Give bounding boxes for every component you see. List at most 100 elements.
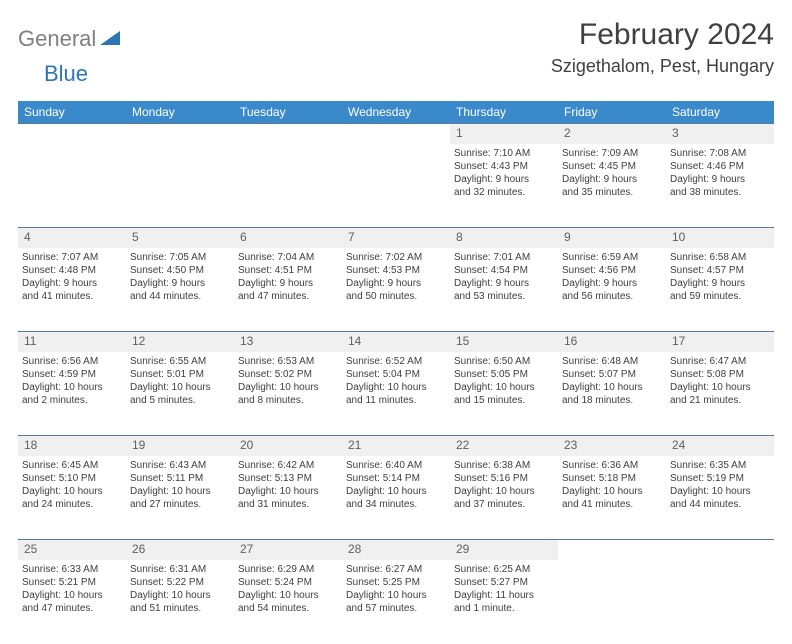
day-content-row: Sunrise: 7:07 AMSunset: 4:48 PMDaylight:… [18, 248, 774, 332]
day-daylight2: and 41 minutes. [22, 290, 122, 303]
day-sunrise: Sunrise: 6:45 AM [22, 459, 122, 472]
day-sunset: Sunset: 5:01 PM [130, 368, 230, 381]
day-cell: Sunrise: 7:04 AMSunset: 4:51 PMDaylight:… [234, 248, 342, 332]
day-sunset: Sunset: 5:25 PM [346, 576, 446, 589]
day-sunset: Sunset: 5:13 PM [238, 472, 338, 485]
day-sunrise: Sunrise: 6:59 AM [562, 251, 662, 264]
logo-text-blue: Blue [44, 61, 88, 87]
day-daylight2: and 5 minutes. [130, 394, 230, 407]
day-daylight2: and 24 minutes. [22, 498, 122, 511]
day-daylight1: Daylight: 11 hours [454, 589, 554, 602]
day-sunrise: Sunrise: 7:05 AM [130, 251, 230, 264]
day-sunrise: Sunrise: 6:56 AM [22, 355, 122, 368]
day-sunrise: Sunrise: 6:50 AM [454, 355, 554, 368]
day-sunrise: Sunrise: 7:08 AM [670, 147, 770, 160]
day-sunset: Sunset: 5:10 PM [22, 472, 122, 485]
day-sunrise: Sunrise: 6:58 AM [670, 251, 770, 264]
day-daylight1: Daylight: 10 hours [238, 381, 338, 394]
location: Szigethalom, Pest, Hungary [551, 56, 774, 77]
month-title: February 2024 [551, 18, 774, 52]
day-sunset: Sunset: 4:46 PM [670, 160, 770, 173]
day-daylight1: Daylight: 10 hours [562, 381, 662, 394]
day-sunrise: Sunrise: 6:53 AM [238, 355, 338, 368]
day-cell: Sunrise: 6:47 AMSunset: 5:08 PMDaylight:… [666, 352, 774, 436]
day-cell: Sunrise: 6:33 AMSunset: 5:21 PMDaylight:… [18, 560, 126, 644]
day-sunset: Sunset: 5:19 PM [670, 472, 770, 485]
day-daylight1: Daylight: 10 hours [22, 589, 122, 602]
day-daylight2: and 11 minutes. [346, 394, 446, 407]
day-number [666, 540, 774, 560]
daynum-row: 123 [18, 124, 774, 144]
day-sunrise: Sunrise: 6:27 AM [346, 563, 446, 576]
day-daylight1: Daylight: 10 hours [454, 381, 554, 394]
day-number: 7 [342, 228, 450, 248]
day-number [558, 540, 666, 560]
day-sunset: Sunset: 5:22 PM [130, 576, 230, 589]
day-cell: Sunrise: 7:09 AMSunset: 4:45 PMDaylight:… [558, 144, 666, 228]
day-cell: Sunrise: 6:50 AMSunset: 5:05 PMDaylight:… [450, 352, 558, 436]
day-number: 8 [450, 228, 558, 248]
day-content-row: Sunrise: 6:33 AMSunset: 5:21 PMDaylight:… [18, 560, 774, 644]
day-cell: Sunrise: 6:43 AMSunset: 5:11 PMDaylight:… [126, 456, 234, 540]
weekday-header: Saturday [666, 101, 774, 124]
day-daylight2: and 59 minutes. [670, 290, 770, 303]
day-sunset: Sunset: 4:50 PM [130, 264, 230, 277]
day-number: 27 [234, 540, 342, 560]
day-sunrise: Sunrise: 6:43 AM [130, 459, 230, 472]
day-daylight2: and 32 minutes. [454, 186, 554, 199]
day-sunset: Sunset: 4:51 PM [238, 264, 338, 277]
day-cell: Sunrise: 6:42 AMSunset: 5:13 PMDaylight:… [234, 456, 342, 540]
calendar-table: Sunday Monday Tuesday Wednesday Thursday… [18, 101, 774, 644]
daynum-row: 18192021222324 [18, 436, 774, 456]
day-number [18, 124, 126, 144]
day-daylight1: Daylight: 9 hours [454, 277, 554, 290]
day-cell: Sunrise: 6:55 AMSunset: 5:01 PMDaylight:… [126, 352, 234, 436]
day-sunset: Sunset: 4:45 PM [562, 160, 662, 173]
day-daylight2: and 18 minutes. [562, 394, 662, 407]
day-cell: Sunrise: 6:59 AMSunset: 4:56 PMDaylight:… [558, 248, 666, 332]
day-number [126, 124, 234, 144]
day-cell: Sunrise: 6:27 AMSunset: 5:25 PMDaylight:… [342, 560, 450, 644]
day-number: 28 [342, 540, 450, 560]
day-sunrise: Sunrise: 6:36 AM [562, 459, 662, 472]
day-content-row: Sunrise: 6:56 AMSunset: 4:59 PM Daylight:… [18, 352, 774, 436]
day-daylight2: and 37 minutes. [454, 498, 554, 511]
day-sunset: Sunset: 4:56 PM [562, 264, 662, 277]
day-daylight1: Daylight: 10 hours [346, 589, 446, 602]
day-number: 11 [18, 332, 126, 352]
day-sunset: Sunset: 5:18 PM [562, 472, 662, 485]
day-cell: Sunrise: 7:01 AMSunset: 4:54 PMDaylight:… [450, 248, 558, 332]
day-number: 3 [666, 124, 774, 144]
day-daylight2: and 47 minutes. [22, 602, 122, 615]
day-number: 26 [126, 540, 234, 560]
day-number: 1 [450, 124, 558, 144]
day-cell: Sunrise: 6:53 AMSunset: 5:02 PMDaylight:… [234, 352, 342, 436]
day-number: 17 [666, 332, 774, 352]
day-cell [234, 144, 342, 228]
day-sunset: Sunset: 5:05 PM [454, 368, 554, 381]
daynum-row: 2526272829 [18, 540, 774, 560]
weekday-header: Thursday [450, 101, 558, 124]
day-daylight2: and 27 minutes. [130, 498, 230, 511]
day-number: 14 [342, 332, 450, 352]
day-number: 22 [450, 436, 558, 456]
day-sunset: Sunset: 4:53 PM [346, 264, 446, 277]
day-number: 24 [666, 436, 774, 456]
day-sunset: Sunset: 4:54 PM [454, 264, 554, 277]
weekday-header-row: Sunday Monday Tuesday Wednesday Thursday… [18, 101, 774, 124]
day-number: 29 [450, 540, 558, 560]
day-cell [18, 144, 126, 228]
day-number: 13 [234, 332, 342, 352]
day-cell: Sunrise: 7:02 AMSunset: 4:53 PMDaylight:… [342, 248, 450, 332]
day-sunrise: Sunrise: 6:31 AM [130, 563, 230, 576]
day-daylight1: Daylight: 10 hours [346, 381, 446, 394]
day-sunset: Sunset: 5:11 PM [130, 472, 230, 485]
day-number: 19 [126, 436, 234, 456]
day-daylight1: Daylight: 10 hours [238, 485, 338, 498]
day-cell [342, 144, 450, 228]
day-sunset: Sunset: 4:59 PM [22, 368, 122, 381]
day-cell: Sunrise: 7:07 AMSunset: 4:48 PMDaylight:… [18, 248, 126, 332]
day-number: 10 [666, 228, 774, 248]
day-cell: Sunrise: 7:08 AMSunset: 4:46 PMDaylight:… [666, 144, 774, 228]
day-daylight1: Daylight: 9 hours [130, 277, 230, 290]
